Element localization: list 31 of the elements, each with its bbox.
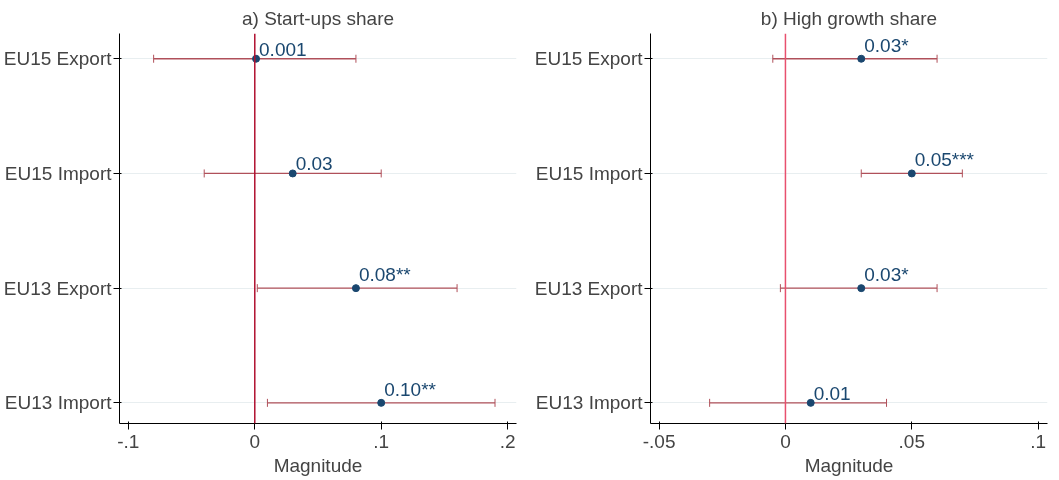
data-label: 0.03* [864,264,910,286]
x-tick-label: 0 [780,430,791,452]
point [351,284,360,293]
x-axis-title: Magnitude [273,454,363,476]
x-axis-title: Magnitude [804,454,894,476]
data-label: 0.001 [259,38,307,60]
point [288,169,297,178]
y-tick-label: EU13 Export [534,277,644,299]
x-tick-label: 0 [249,430,261,452]
data-label: 0.10** [384,378,437,400]
chart-title: b) High growth share [760,7,938,29]
y-tick-label: EU15 Export [3,48,113,70]
x-tick-label: .1 [373,430,390,452]
chart-title: a) Start-ups share [241,7,395,29]
x-tick-label: .2 [499,430,516,452]
data-label: 0.05*** [914,149,975,171]
y-tick-label: EU13 Import [535,392,644,414]
x-tick-label: -.05 [642,430,676,452]
data-label: 0.01 [813,382,851,404]
x-tick-label: .05 [898,430,926,452]
data-label: 0.08** [358,264,412,286]
data-label: 0.03 [295,153,333,175]
point [377,398,386,407]
y-tick-label: EU13 Export [3,277,113,299]
y-tick-label: EU13 Import [4,392,113,414]
x-tick-label: -.1 [117,430,140,452]
y-tick-label: EU15 Export [534,48,644,70]
x-tick-label: .1 [1030,430,1047,452]
y-tick-label: EU15 Import [4,162,113,184]
y-tick-label: EU15 Import [535,162,644,184]
data-label: 0.03* [864,34,910,56]
